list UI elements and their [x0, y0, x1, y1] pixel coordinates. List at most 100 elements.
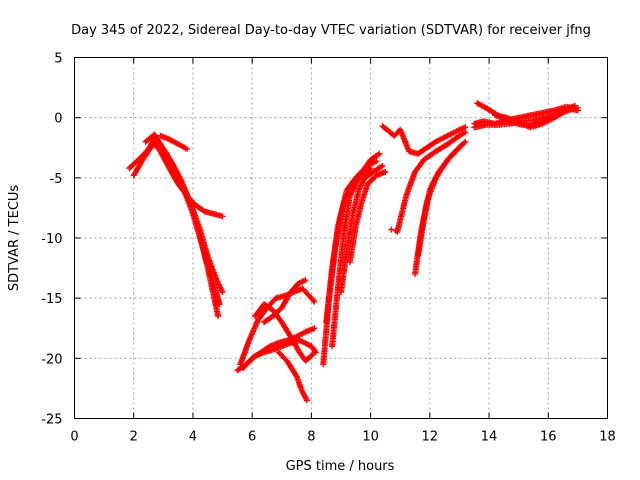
- data-point-segment: [204, 253, 220, 282]
- data-point-segment: [394, 194, 409, 235]
- data-point-segment: [169, 160, 184, 186]
- data-point-segment: [207, 271, 223, 306]
- data-point-segment: [278, 290, 293, 311]
- x-tick-label: 2: [130, 430, 138, 445]
- chart-title: Day 345 of 2022, Sidereal Day-to-day VTE…: [71, 23, 591, 38]
- data-point-segment: [293, 329, 307, 340]
- data-point-segment: [551, 108, 568, 121]
- series-arc10: [275, 349, 310, 402]
- data-point-segment: [432, 133, 450, 145]
- x-tick-label: 6: [248, 430, 256, 445]
- data-point: [376, 150, 383, 157]
- data-point-segment: [278, 319, 293, 339]
- data-point: [311, 349, 318, 356]
- data-point-segment: [420, 188, 433, 223]
- series-arc11: [261, 277, 307, 326]
- x-tick-label: 8: [307, 430, 315, 445]
- data-point: [184, 145, 191, 152]
- data-point-segment: [361, 169, 376, 181]
- data-point-segment: [367, 151, 382, 163]
- data-point: [311, 298, 318, 305]
- data-point: [373, 157, 380, 164]
- data-point-segment: [139, 144, 154, 163]
- data-point-segment: [456, 130, 467, 139]
- y-tick-label: 0: [54, 112, 62, 127]
- x-tick-label: 18: [599, 430, 616, 445]
- data-point-segment: [335, 200, 347, 229]
- data-point-segment: [379, 123, 397, 138]
- data-point-segment: [261, 301, 275, 313]
- x-tick-label: 10: [362, 430, 379, 445]
- data-point-segment: [240, 356, 255, 371]
- data-point-segment: [308, 350, 317, 359]
- data-point-segment: [355, 176, 367, 193]
- axis-ticks: [74, 57, 608, 419]
- data-point-segment: [261, 314, 275, 326]
- data-point-segment: [249, 350, 263, 362]
- data-point: [462, 129, 469, 136]
- data-point-segment: [166, 136, 180, 147]
- data-point: [367, 165, 374, 172]
- series-arc5: [157, 132, 189, 152]
- data-point-segment: [338, 248, 350, 296]
- data-point-segment: [423, 139, 438, 151]
- data-point-segment: [444, 127, 461, 139]
- y-tick-label: -25: [41, 413, 62, 428]
- data-point-segment: [296, 337, 313, 349]
- data-point-segment: [346, 224, 359, 266]
- series-arc4: [148, 136, 225, 219]
- data-point-segment: [287, 333, 302, 354]
- data-point-segment: [412, 158, 426, 175]
- data-point-segment: [130, 158, 145, 179]
- data-point-segment: [258, 344, 272, 356]
- data-point: [311, 325, 318, 332]
- data-point-segment: [213, 277, 225, 294]
- data-point-segment: [335, 230, 347, 290]
- y-tick-label: -5: [50, 172, 63, 187]
- data-point: [216, 301, 223, 308]
- y-tick-label: 5: [54, 52, 62, 67]
- series-arc20: [415, 142, 465, 259]
- data-point-segment: [246, 318, 261, 344]
- data-point-segment: [343, 212, 356, 253]
- data-point-segment: [539, 115, 556, 127]
- data-point: [382, 168, 389, 175]
- data-point-segment: [287, 281, 300, 296]
- data-point-segment: [329, 284, 341, 350]
- series-arc13: [329, 158, 379, 350]
- y-axis-label: SDTVAR / TECUs: [7, 185, 22, 292]
- data-point: [215, 313, 222, 320]
- data-point-segment: [403, 170, 418, 199]
- data-point-segment: [302, 353, 314, 364]
- data-point-segment: [415, 218, 427, 259]
- data-point-segment: [299, 389, 310, 402]
- series-arc9: [252, 301, 317, 364]
- data-point-segment: [435, 154, 453, 175]
- data-point-segment: [293, 373, 305, 394]
- data-point: [219, 213, 226, 220]
- data-point-segment: [420, 149, 438, 163]
- series-arc14: [323, 166, 373, 326]
- data-point-segment: [432, 141, 450, 155]
- series-arc24: [492, 103, 577, 131]
- data-point-segment: [494, 120, 512, 128]
- data-point-segment: [295, 277, 307, 287]
- data-point-segment: [358, 182, 371, 205]
- data-point-segment: [299, 285, 314, 300]
- data-point: [379, 162, 386, 169]
- data-marks: [126, 100, 581, 404]
- x-tick-label: 14: [481, 430, 498, 445]
- data-point-segment: [269, 305, 284, 320]
- x-axis-label: GPS time / hours: [286, 459, 395, 474]
- series-arc17: [379, 123, 467, 157]
- data-point-segment: [474, 100, 488, 111]
- data-point-segment: [364, 158, 379, 169]
- data-point-segment: [341, 194, 353, 235]
- y-tick-label: -10: [41, 232, 62, 247]
- data-point-segment: [195, 223, 211, 258]
- data-point: [571, 102, 578, 109]
- data-point-segment: [341, 182, 356, 205]
- data-point-segment: [237, 338, 252, 368]
- data-point-segment: [148, 136, 163, 153]
